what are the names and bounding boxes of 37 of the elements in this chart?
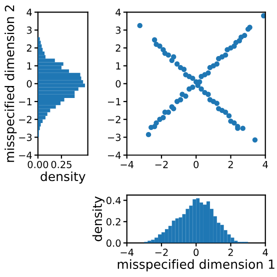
x-tick-label: −2 [155, 160, 168, 168]
y-tick-label: −3 [19, 134, 32, 142]
y-tick-label: −2 [108, 116, 120, 124]
x-tick-label: −4 [120, 248, 134, 256]
y-tick-label: 1 [116, 62, 120, 70]
y-tick-label: −1 [108, 98, 120, 106]
x-tick-label: −4 [120, 160, 134, 168]
y-tick-label: 1 [27, 62, 32, 70]
y-tick-label: 2 [26, 44, 32, 52]
x-tick-label: 0.25 [51, 160, 72, 168]
x-tick-label: 4 [262, 160, 268, 168]
x-tick-label: 2 [228, 160, 233, 168]
x-tick-label: −2 [155, 248, 168, 256]
y-axis-title: density [92, 196, 104, 242]
x-axis-title: misspecified dimension 1 [118, 259, 274, 272]
y-tick-label: 3 [26, 26, 32, 34]
y-tick-label: 4 [26, 8, 32, 16]
x-tick-label: 0.00 [28, 160, 48, 168]
y-tick-label: −1 [19, 98, 32, 106]
y-tick-label: 0 [26, 80, 32, 88]
x-tick-label: 4 [262, 248, 268, 256]
y-axis-title: misspecified dimension 2 [4, 6, 17, 162]
y-tick-label: 3 [116, 26, 121, 34]
y-tick-label: −3 [108, 134, 121, 142]
x-tick-label: 2 [228, 248, 233, 256]
y-tick-label: 2 [116, 44, 120, 52]
y-tick-label: 4 [116, 8, 121, 16]
x-tick-label: 0 [194, 160, 199, 168]
x-tick-label: 0 [194, 248, 199, 256]
y-tick-label: 0.4 [106, 196, 121, 204]
y-tick-label: −4 [108, 152, 121, 159]
y-tick-label: 0.0 [106, 239, 121, 247]
y-tick-label: 0.2 [106, 218, 120, 226]
y-tick-label: 0 [116, 80, 121, 88]
x-axis-title: density [40, 171, 86, 184]
y-tick-label: −2 [19, 116, 32, 124]
y-tick-label: −4 [19, 152, 32, 159]
